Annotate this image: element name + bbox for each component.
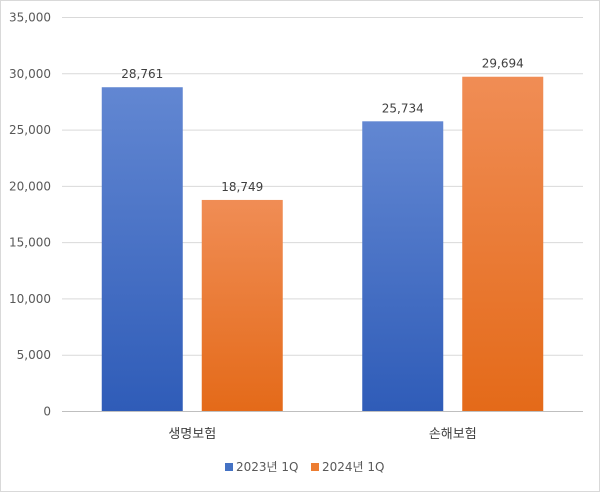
y-tick-label: 20,000 [9, 179, 51, 193]
legend-label: 2024년 1Q [322, 460, 384, 474]
data-label: 29,694 [482, 57, 524, 71]
data-labels: 28,761 18,749 25,734 29,694 [121, 57, 524, 194]
legend-swatch [311, 463, 319, 471]
y-axis-ticks: 0 5,000 10,000 15,000 20,000 25,000 30,000 35,0… [9, 11, 51, 419]
y-tick-label: 5,000 [17, 348, 51, 362]
category-label: 손해보험 [429, 427, 477, 442]
y-tick-label: 25,000 [9, 123, 51, 137]
y-tick-label: 10,000 [9, 292, 51, 306]
y-tick-label: 0 [43, 405, 51, 419]
data-label: 28,761 [121, 67, 163, 81]
legend: 2023년 1Q 2024년 1Q [225, 460, 384, 474]
data-label: 18,749 [221, 180, 263, 194]
legend-swatch [225, 463, 233, 471]
bar-series1-1 [101, 87, 183, 412]
data-label: 25,734 [382, 101, 424, 115]
legend-label: 2023년 1Q [236, 460, 298, 474]
category-label: 생명보험 [168, 427, 216, 442]
bars [101, 76, 544, 412]
category-labels: 생명보험 손해보험 [168, 427, 476, 442]
y-tick-label: 35,000 [9, 11, 51, 25]
bar-series2-2 [462, 76, 544, 411]
bar-series1-2 [362, 121, 444, 411]
bar-series2-1 [201, 199, 283, 411]
y-tick-label: 30,000 [9, 67, 51, 81]
y-tick-label: 15,000 [9, 236, 51, 250]
